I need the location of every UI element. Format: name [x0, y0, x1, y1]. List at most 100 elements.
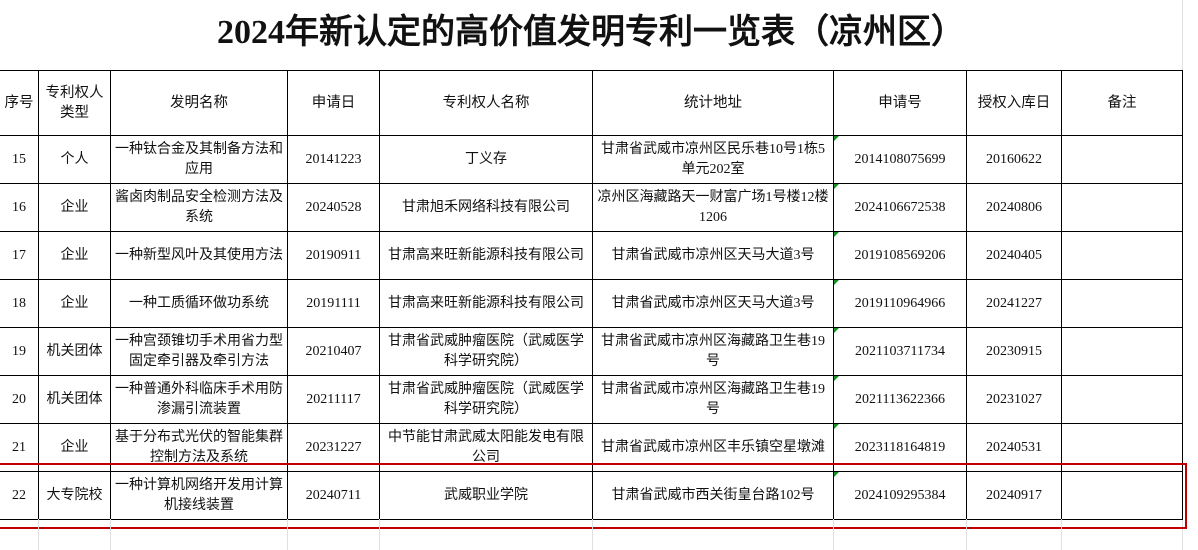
owner-type-cell-text: 企业	[60, 199, 89, 215]
remark-cell[interactable]	[1061, 183, 1183, 232]
apply-date-cell[interactable]: 20210407	[287, 327, 380, 376]
apply-date-cell[interactable]: 20231227	[287, 423, 380, 472]
application-number-cell[interactable]: 2024106672538	[833, 183, 967, 232]
apply-date-cell[interactable]: 20191111	[287, 279, 380, 328]
address-cell-text: 甘肃省武威市凉州区天马大道3号	[611, 247, 815, 263]
remark-cell[interactable]	[1061, 279, 1183, 328]
invention-name-cell[interactable]: 一种工质循环做功系统	[110, 279, 288, 328]
address-cell[interactable]: 甘肃省武威市西关街皇台路102号	[592, 471, 834, 520]
apply-date-cell[interactable]: 20190911	[287, 231, 380, 280]
page-title: 2024年新认定的高价值发明专利一览表（凉州区）	[217, 14, 965, 51]
owner-name-cell[interactable]: 甘肃旭禾网络科技有限公司	[379, 183, 593, 232]
address-cell[interactable]: 凉州区海藏路天一财富广场1号楼12楼1206	[592, 183, 834, 232]
owner-type-cell[interactable]: 大专院校	[38, 471, 111, 520]
owner-name-cell[interactable]: 甘肃省武威肿瘤医院（武威医学科学研究院）	[379, 375, 593, 424]
grant-date-cell[interactable]: 20240531	[966, 423, 1062, 472]
remark-cell[interactable]	[1061, 471, 1183, 520]
invention-name-cell[interactable]: 基于分布式光伏的智能集群控制方法及系统	[110, 423, 288, 472]
application-number-cell[interactable]: 2021113622366	[833, 375, 967, 424]
owner-name-cell[interactable]: 甘肃省武威肿瘤医院（武威医学科学研究院）	[379, 327, 593, 376]
seq-cell[interactable]: 22	[0, 471, 39, 520]
application-number-cell[interactable]: 2021103711734	[833, 327, 967, 376]
address-cell-text: 凉州区海藏路天一财富广场1号楼12楼1206	[597, 189, 829, 225]
seq-cell[interactable]: 15	[0, 135, 39, 184]
seq-cell[interactable]: 21	[0, 423, 39, 472]
address-cell-text: 甘肃省武威市凉州区民乐巷10号1栋5单元202室	[601, 141, 825, 177]
apply-date-cell[interactable]: 20141223	[287, 135, 380, 184]
owner-name-cell[interactable]: 甘肃高来旺新能源科技有限公司	[379, 279, 593, 328]
table-row: 20 机关团体 一种普通外科临床手术用防渗漏引流装置 20211117 甘肃省武威肿瘤医…	[0, 375, 1183, 424]
address-cell[interactable]: 甘肃省武威市凉州区天马大道3号	[592, 279, 834, 328]
invention-name-cell[interactable]: 酱卤肉制品安全检测方法及系统	[110, 183, 288, 232]
invention-name-cell[interactable]: 一种钛合金及其制备方法和应用	[110, 135, 288, 184]
seq-cell[interactable]: 17	[0, 231, 39, 280]
owner-name-cell[interactable]: 丁义存	[379, 135, 593, 184]
seq-cell[interactable]: 20	[0, 375, 39, 424]
grant-date-cell[interactable]: 20240806	[966, 183, 1062, 232]
header-cell[interactable]: 授权入库日	[966, 70, 1062, 136]
apply-date-cell[interactable]: 20240528	[287, 183, 380, 232]
seq-cell[interactable]: 16	[0, 183, 39, 232]
invention-name-cell[interactable]: 一种宫颈锥切手术用省力型固定牵引器及牵引方法	[110, 327, 288, 376]
application-number-cell[interactable]: 2019110964966	[833, 279, 967, 328]
header-cell[interactable]: 申请号	[833, 70, 967, 136]
address-cell-text: 甘肃省武威市西关街皇台路102号	[611, 487, 815, 503]
apply-date-cell-text: 20190911	[305, 247, 362, 263]
application-number-cell[interactable]: 2024109295384	[833, 471, 967, 520]
remark-cell[interactable]	[1061, 375, 1183, 424]
address-cell[interactable]: 甘肃省武威市凉州区海藏路卫生巷19号	[592, 327, 834, 376]
grant-date-cell-text: 20240917	[986, 487, 1042, 503]
invention-name-cell[interactable]: 一种普通外科临床手术用防渗漏引流装置	[110, 375, 288, 424]
owner-type-cell[interactable]: 个人	[38, 135, 111, 184]
owner-name-cell-text: 武威职业学院	[444, 487, 528, 503]
header-cell[interactable]: 序号	[0, 70, 39, 136]
header-cell[interactable]: 专利权人类型	[38, 70, 111, 136]
owner-type-cell[interactable]: 机关团体	[38, 327, 111, 376]
gridline	[833, 519, 834, 550]
seq-cell[interactable]: 19	[0, 327, 39, 376]
apply-date-cell[interactable]: 20211117	[287, 375, 380, 424]
owner-name-cell-text: 丁义存	[465, 151, 507, 167]
owner-type-cell[interactable]: 企业	[38, 423, 111, 472]
invention-name-cell[interactable]: 一种计算机网络开发用计算机接线装置	[110, 471, 288, 520]
seq-cell-text: 18	[12, 295, 26, 311]
grant-date-cell[interactable]: 20240405	[966, 231, 1062, 280]
address-cell[interactable]: 甘肃省武威市凉州区丰乐镇空星墩滩	[592, 423, 834, 472]
remark-cell[interactable]	[1061, 423, 1183, 472]
owner-type-cell[interactable]: 企业	[38, 183, 111, 232]
invention-name-cell-text: 酱卤肉制品安全检测方法及系统	[115, 189, 283, 225]
owner-name-cell[interactable]: 武威职业学院	[379, 471, 593, 520]
remark-cell[interactable]	[1061, 231, 1183, 280]
grant-date-cell[interactable]: 20160622	[966, 135, 1062, 184]
invention-name-cell[interactable]: 一种新型风叶及其使用方法	[110, 231, 288, 280]
header-cell[interactable]: 发明名称	[110, 70, 288, 136]
owner-type-cell[interactable]: 机关团体	[38, 375, 111, 424]
remark-cell[interactable]	[1061, 327, 1183, 376]
grant-date-cell-text: 20240531	[986, 439, 1042, 455]
remark-cell[interactable]	[1061, 135, 1183, 184]
address-cell[interactable]: 甘肃省武威市凉州区天马大道3号	[592, 231, 834, 280]
application-number-cell[interactable]: 2023118164819	[833, 423, 967, 472]
owner-type-cell[interactable]: 企业	[38, 279, 111, 328]
header-cell[interactable]: 申请日	[287, 70, 380, 136]
gridline	[379, 519, 380, 550]
grant-date-cell[interactable]: 20240917	[966, 471, 1062, 520]
seq-cell-text: 15	[12, 151, 26, 167]
address-cell[interactable]: 甘肃省武威市凉州区民乐巷10号1栋5单元202室	[592, 135, 834, 184]
owner-type-cell[interactable]: 企业	[38, 231, 111, 280]
grant-date-cell[interactable]: 20241227	[966, 279, 1062, 328]
header-cell[interactable]: 专利权人名称	[379, 70, 593, 136]
seq-cell[interactable]: 18	[0, 279, 39, 328]
application-number-cell[interactable]: 2014108075699	[833, 135, 967, 184]
header-cell[interactable]: 统计地址	[592, 70, 834, 136]
gridline	[287, 519, 288, 550]
header-cell[interactable]: 备注	[1061, 70, 1183, 136]
address-cell[interactable]: 甘肃省武威市凉州区海藏路卫生巷19号	[592, 375, 834, 424]
apply-date-cell[interactable]: 20240711	[287, 471, 380, 520]
owner-name-cell[interactable]: 中节能甘肃武威太阳能发电有限公司	[379, 423, 593, 472]
application-number-cell[interactable]: 2019108569206	[833, 231, 967, 280]
owner-name-cell[interactable]: 甘肃高来旺新能源科技有限公司	[379, 231, 593, 280]
grant-date-cell[interactable]: 20230915	[966, 327, 1062, 376]
invention-name-cell-text: 基于分布式光伏的智能集群控制方法及系统	[115, 429, 283, 465]
grant-date-cell[interactable]: 20231027	[966, 375, 1062, 424]
